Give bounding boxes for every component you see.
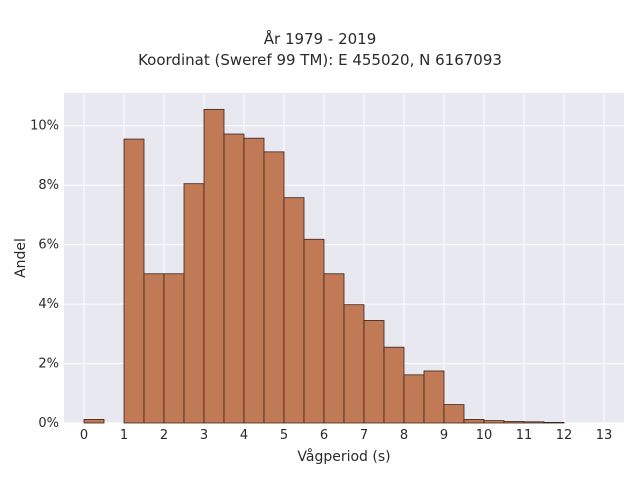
histogram-bar [543,422,565,424]
y-tick-label: 2% [38,357,59,372]
y-axis-label: Andel [13,238,29,278]
histogram-bar [243,137,265,424]
y-tick-label: 6% [38,238,59,253]
x-axis-ticks: 0 1 2 3 4 5 6 7 8 9 10 11 12 13 [80,428,612,443]
x-tick-label: 8 [400,428,408,443]
x-tick-label: 6 [320,428,328,443]
x-tick-label: 5 [280,428,288,443]
histogram-bar [323,273,345,424]
histogram-bar [423,370,445,424]
chart-subtitle: Koordinat (Sweref 99 TM): E 455020, N 61… [138,51,502,69]
y-tick-label: 4% [38,297,59,312]
y-tick-label: 0% [38,416,59,431]
histogram-bar [483,420,505,424]
x-tick-label: 4 [240,428,248,443]
x-tick-label: 11 [516,428,533,443]
histogram-bar [383,346,405,424]
histogram-bar [123,138,145,424]
histogram-bar [363,320,385,424]
x-axis-label: Vågperiod (s) [297,448,390,465]
histogram-bar [203,108,225,424]
histogram-bar [263,151,285,424]
histogram-bar [503,421,525,424]
histogram-bar [183,183,205,424]
histogram-bar [463,419,485,424]
histogram-bar [443,404,465,424]
x-tick-label: 0 [80,428,88,443]
y-tick-label: 10% [30,119,59,134]
x-tick-label: 13 [596,428,613,443]
histogram-bar [343,304,365,424]
histogram-bar [143,273,165,424]
histogram-bar [303,238,325,424]
histogram-bar [83,419,105,424]
y-tick-label: 8% [38,178,59,193]
histogram-bar [283,197,305,424]
histogram-bar [403,374,425,424]
x-tick-label: 3 [200,428,208,443]
x-tick-label: 2 [160,428,168,443]
x-tick-label: 12 [556,428,573,443]
histogram-bar [223,133,245,424]
histogram-bar [523,421,545,424]
x-tick-label: 9 [440,428,448,443]
histogram-bar [163,273,185,424]
chart-title: År 1979 - 2019 [263,30,377,48]
x-tick-label: 1 [120,428,128,443]
x-tick-label: 10 [476,428,493,443]
bars [83,108,565,424]
x-tick-label: 7 [360,428,368,443]
y-axis-ticks: 0% 2% 4% 6% 8% 10% [30,119,59,431]
